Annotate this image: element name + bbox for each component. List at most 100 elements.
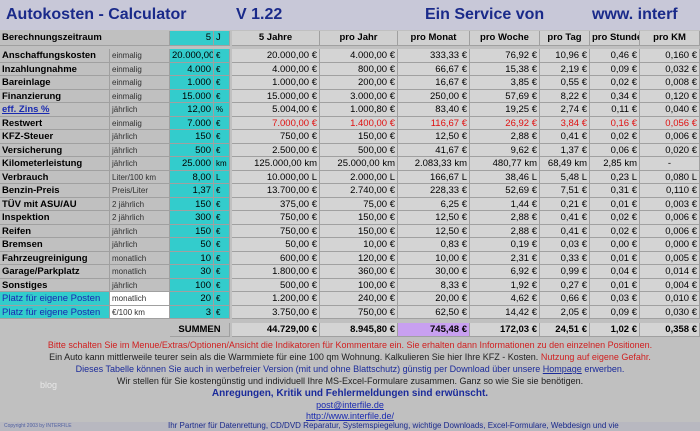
- row-label: jährlich: [110, 103, 170, 117]
- input-cell: 500: [170, 143, 214, 157]
- row-label: Garage/Parkplatz: [0, 265, 110, 279]
- unit: €: [214, 265, 230, 279]
- value-cell: 0,03 €: [540, 238, 590, 252]
- value-cell: 0,000 €: [640, 238, 700, 252]
- value-cell: 0,19 €: [470, 238, 540, 252]
- row-label: Kilometerleistung: [0, 157, 110, 171]
- value-cell: 52,69 €: [470, 184, 540, 198]
- unit: J: [214, 31, 230, 46]
- value-cell: 750,00 €: [320, 305, 398, 319]
- value-cell: 0,014 €: [640, 265, 700, 279]
- value-cell: 600,00 €: [232, 251, 320, 265]
- column-header: pro Woche: [470, 31, 540, 46]
- row-label: Versicherung: [0, 143, 110, 157]
- value-cell: 76,92 €: [470, 49, 540, 63]
- unit: €: [214, 292, 230, 306]
- row-label: jährlich: [110, 130, 170, 144]
- value-cell: 2.500,00 €: [232, 143, 320, 157]
- value-cell: 0,040 €: [640, 103, 700, 117]
- row-label: eff. Zins %: [0, 103, 110, 117]
- warning: Nutzung auf eigene Gefahr.: [540, 352, 651, 362]
- value-cell: 2.740,00 €: [320, 184, 398, 198]
- value-cell: 6,92 €: [470, 265, 540, 279]
- unit: €: [214, 197, 230, 211]
- value-cell: 12,50 €: [398, 224, 470, 238]
- url: www. interf: [592, 6, 678, 23]
- value-cell: 3.000,00 €: [320, 89, 398, 103]
- row-label: einmalig: [110, 76, 170, 90]
- value-cell: 20,00 €: [398, 292, 470, 306]
- column-header: pro Tag: [540, 31, 590, 46]
- row-label: Inzahlungnahme: [0, 62, 110, 76]
- input-cell: 1,37: [170, 184, 214, 198]
- row-label: Berechnungszeitraum: [0, 31, 170, 46]
- value-cell: 0,41 €: [540, 211, 590, 225]
- value-cell: 150,00 €: [320, 130, 398, 144]
- value-cell: 14,42 €: [470, 305, 540, 319]
- value-cell: 10,96 €: [540, 49, 590, 63]
- value-cell: 3,85 €: [470, 76, 540, 90]
- row-label: einmalig: [110, 116, 170, 130]
- value-cell: 750,00 €: [232, 224, 320, 238]
- service: Ein Service von: [425, 6, 545, 23]
- value-cell: 10,00 €: [398, 251, 470, 265]
- value-cell: 116,67 €: [398, 116, 470, 130]
- row-label: TÜV mit ASU/AU: [0, 197, 110, 211]
- row-label: jährlich: [110, 224, 170, 238]
- unit: km: [214, 157, 230, 171]
- blog-label: blog: [40, 380, 58, 390]
- row-label: Fahrzeugreinigung: [0, 251, 110, 265]
- column-header: pro Stunde: [590, 31, 640, 46]
- title: Autokosten - Calculator: [6, 6, 187, 23]
- value-cell: 15,38 €: [470, 62, 540, 76]
- value-cell: 0,160 €: [640, 49, 700, 63]
- value-cell: 16,67 €: [398, 76, 470, 90]
- value-cell: 0,00 €: [590, 238, 640, 252]
- value-cell: 26,92 €: [470, 116, 540, 130]
- input-cell: 30: [170, 265, 214, 279]
- input-cell: 10: [170, 251, 214, 265]
- sum-cell: 8.945,80 €: [320, 323, 398, 337]
- unit: €: [214, 224, 230, 238]
- value-cell: 0,008 €: [640, 76, 700, 90]
- value-cell: 1,92 €: [470, 278, 540, 292]
- value-cell: 0,02 €: [590, 130, 640, 144]
- row-label: jährlich: [110, 157, 170, 171]
- row-label: Verbrauch: [0, 170, 110, 184]
- email-link[interactable]: post@interfile.de: [316, 400, 384, 410]
- value-cell: 20.000,00 €: [232, 49, 320, 63]
- row-label: Restwert: [0, 116, 110, 130]
- value-cell: 1.000,80 €: [320, 103, 398, 117]
- value-cell: 0,16 €: [590, 116, 640, 130]
- value-cell: 2,31 €: [470, 251, 540, 265]
- input-cell: 5: [170, 31, 214, 46]
- input-cell: 100: [170, 278, 214, 292]
- footer-line: Ein Auto kann mittlerweile teurer sein a…: [0, 352, 700, 362]
- value-cell: 10,00 €: [320, 238, 398, 252]
- value-cell: 12,50 €: [398, 130, 470, 144]
- value-cell: 0,03 €: [590, 292, 640, 306]
- row-label: monatlich: [110, 251, 170, 265]
- value-cell: 25.000,00 km: [320, 157, 398, 171]
- value-cell: 0,33 €: [540, 251, 590, 265]
- value-cell: 0,11 €: [590, 103, 640, 117]
- value-cell: 0,005 €: [640, 251, 700, 265]
- value-cell: 0,006 €: [640, 224, 700, 238]
- input-cell: 150: [170, 130, 214, 144]
- value-cell: 0,02 €: [590, 224, 640, 238]
- value-cell: 41,67 €: [398, 143, 470, 157]
- value-cell: 0,23 L: [590, 170, 640, 184]
- value-cell: 0,99 €: [540, 265, 590, 279]
- value-cell: 0,030 €: [640, 305, 700, 319]
- link[interactable]: Hompage: [542, 364, 582, 374]
- value-cell: 0,06 €: [590, 143, 640, 157]
- value-cell: 0,020 €: [640, 143, 700, 157]
- input-cell: 3: [170, 305, 214, 319]
- row-label: einmalig: [110, 89, 170, 103]
- row-label: Platz für eigene Posten: [0, 292, 110, 306]
- website-link[interactable]: http://www.interfile.de/: [305, 411, 395, 421]
- value-cell: 228,33 €: [398, 184, 470, 198]
- value-cell: 0,41 €: [540, 224, 590, 238]
- unit: €: [214, 305, 230, 319]
